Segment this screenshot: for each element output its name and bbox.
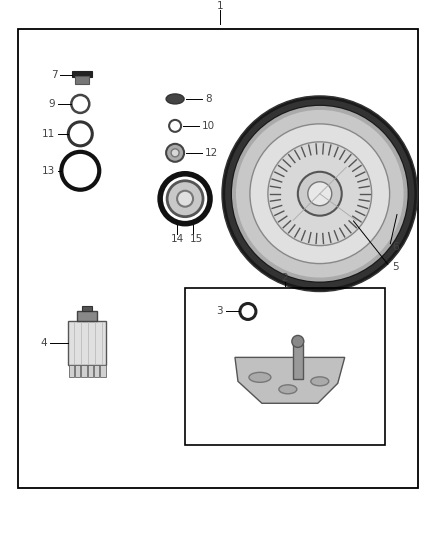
Bar [72,71,92,77]
Text: 2: 2 [282,272,288,282]
Text: 9: 9 [49,99,55,109]
Ellipse shape [166,94,184,104]
Circle shape [250,124,390,264]
Bar [88,365,93,377]
Ellipse shape [311,377,329,386]
Circle shape [292,335,304,348]
Text: 12: 12 [205,148,218,158]
Ellipse shape [249,373,271,382]
Circle shape [177,191,193,207]
Polygon shape [235,358,345,403]
Text: 15: 15 [189,233,203,244]
Text: 8: 8 [205,94,212,104]
Bar [293,344,303,379]
Circle shape [298,172,342,216]
Bar [94,365,99,377]
Text: 11: 11 [42,129,55,139]
Circle shape [166,144,184,162]
Bar [75,365,81,377]
Circle shape [167,181,203,217]
Circle shape [222,96,417,292]
Circle shape [268,142,372,246]
Circle shape [171,149,179,157]
Ellipse shape [279,385,297,394]
Text: 5: 5 [392,262,399,272]
Bar [81,365,87,377]
Text: 10: 10 [202,121,215,131]
Bar [77,311,97,321]
Text: 13: 13 [42,166,55,176]
Bar [100,365,106,377]
Bar [68,321,106,365]
Circle shape [232,106,408,281]
Text: 6: 6 [392,241,399,252]
Text: 4: 4 [41,338,47,349]
Text: 7: 7 [51,70,57,80]
Text: 3: 3 [216,306,223,317]
Bar [82,306,92,311]
Text: 14: 14 [170,233,184,244]
Circle shape [308,182,332,206]
Bar [75,76,89,84]
Bar [185,287,385,445]
Bar [69,365,74,377]
Text: 1: 1 [217,1,223,11]
Circle shape [236,110,403,278]
Bar [18,29,417,488]
